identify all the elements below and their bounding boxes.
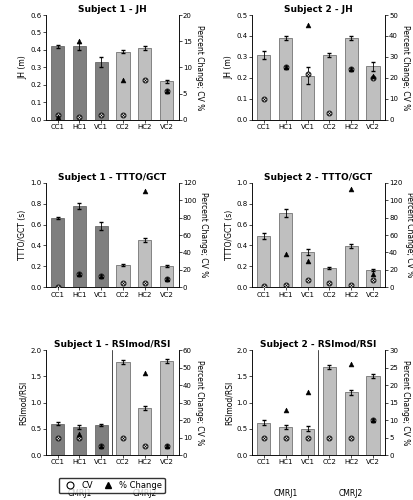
Title: Subject 2 - TTTO/GCT: Subject 2 - TTTO/GCT <box>263 173 372 182</box>
Bar <box>160 360 173 455</box>
Y-axis label: Percent Change; CV %: Percent Change; CV % <box>199 192 208 278</box>
Bar <box>278 213 292 288</box>
Title: Subject 2 - JH: Subject 2 - JH <box>283 5 352 14</box>
Bar <box>322 367 335 455</box>
Bar <box>116 266 129 287</box>
Bar <box>344 392 357 455</box>
Bar <box>138 240 151 288</box>
Bar <box>300 428 313 455</box>
Y-axis label: TTTO/GCT (s): TTTO/GCT (s) <box>224 210 233 260</box>
Bar <box>51 46 64 120</box>
Bar <box>138 48 151 120</box>
Y-axis label: JH (m): JH (m) <box>18 56 27 80</box>
Text: CMRJ1: CMRJ1 <box>273 488 297 498</box>
Y-axis label: RSImod/RSI: RSImod/RSI <box>18 380 27 424</box>
Bar <box>344 38 357 120</box>
Legend: CV, % Change: CV, % Change <box>59 478 164 494</box>
Bar <box>278 38 292 120</box>
Bar <box>300 252 313 288</box>
Bar <box>51 218 64 288</box>
Bar <box>366 270 379 287</box>
Bar <box>322 55 335 120</box>
Title: Subject 2 - RSImod/RSI: Subject 2 - RSImod/RSI <box>260 340 376 349</box>
Bar <box>160 82 173 120</box>
Y-axis label: TTTO/GCT (s): TTTO/GCT (s) <box>18 210 27 260</box>
Text: CMRJ2: CMRJ2 <box>133 488 157 498</box>
Text: CMRJ1: CMRJ1 <box>67 488 91 498</box>
Title: Subject 1 - JH: Subject 1 - JH <box>78 5 146 14</box>
Y-axis label: Percent Change; CV %: Percent Change; CV % <box>400 360 409 446</box>
Bar <box>73 206 86 288</box>
Bar <box>322 268 335 287</box>
Bar <box>51 424 64 455</box>
Title: Subject 1 - TTTO/GCT: Subject 1 - TTTO/GCT <box>58 173 166 182</box>
Title: Subject 1 - RSImod/RSI: Subject 1 - RSImod/RSI <box>54 340 170 349</box>
Y-axis label: Percent Change; CV %: Percent Change; CV % <box>194 24 203 110</box>
Bar <box>257 422 270 455</box>
Bar <box>257 236 270 288</box>
Bar <box>95 226 107 288</box>
Bar <box>95 424 107 455</box>
Bar <box>300 76 313 120</box>
Y-axis label: RSImod/RSI: RSImod/RSI <box>224 380 233 424</box>
Bar <box>138 408 151 455</box>
Text: CMRJ2: CMRJ2 <box>338 488 363 498</box>
Bar <box>257 55 270 120</box>
Bar <box>95 62 107 120</box>
Y-axis label: Percent Change; CV %: Percent Change; CV % <box>404 192 413 278</box>
Y-axis label: Percent Change; CV %: Percent Change; CV % <box>194 360 203 446</box>
Bar <box>116 52 129 120</box>
Y-axis label: Percent Change; CV %: Percent Change; CV % <box>400 24 409 110</box>
Bar <box>366 66 379 120</box>
Bar <box>73 46 86 120</box>
Bar <box>344 246 357 288</box>
Bar <box>366 376 379 455</box>
Bar <box>116 362 129 455</box>
Bar <box>160 266 173 287</box>
Bar <box>73 427 86 455</box>
Bar <box>278 427 292 455</box>
Y-axis label: JH (m): JH (m) <box>224 56 233 80</box>
